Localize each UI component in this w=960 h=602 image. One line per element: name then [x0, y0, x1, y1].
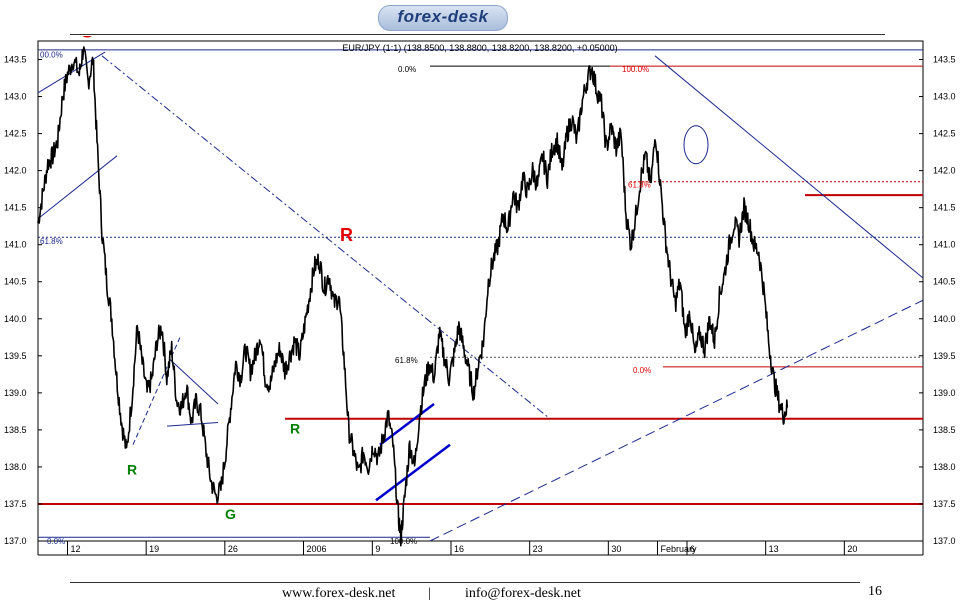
forex-desk-logo: forex-desk: [378, 5, 508, 31]
y-axis-left: 143.5 143.0 142.5 142.0 141.5 141.0 140.5 140.0…: [4, 55, 42, 546]
label-g-bottom: G: [225, 506, 236, 522]
x-tick-label: 12: [71, 544, 81, 554]
fib-label-0-black: 0.0%: [398, 65, 416, 74]
y-tick-label-left: 142.5: [4, 129, 27, 139]
y-tick-label-right: 139.0: [933, 388, 956, 398]
header-divider: [70, 34, 885, 35]
x-tick-label: 23: [533, 544, 543, 554]
y-tick-label-left: 137.5: [4, 499, 27, 509]
x-tick-label: February: [661, 544, 698, 554]
y-tick-label-left: 140.0: [4, 314, 27, 324]
x-tick-label: 2006: [307, 544, 327, 554]
y-tick-label-right: 141.0: [933, 240, 956, 250]
fib-label-100-black: 100.0%: [390, 537, 417, 546]
y-tick-label-right: 140.5: [933, 277, 956, 287]
y-tick-label-left: 137.0: [4, 536, 27, 546]
y-axis-right: 143.5 143.0 142.5 142.0 141.5 141.0 140.5 140.0…: [919, 55, 956, 546]
x-tick-label: 30: [611, 544, 621, 554]
fib-label-61-8-black: 61.8%: [395, 356, 418, 365]
trendline-channel-low: [37, 155, 118, 220]
x-tick-label: 9: [375, 544, 380, 554]
trendline-channel-bold-low: [375, 443, 451, 502]
fib-label-61-8-red: 61.8%: [628, 181, 651, 190]
x-tick-label: 6: [690, 544, 695, 554]
fib-label-100-red: 100.0%: [622, 65, 649, 74]
x-tick-label: 16: [454, 544, 464, 554]
label-r-low-left: R: [127, 461, 137, 477]
y-tick-label-left: 142.0: [4, 166, 27, 176]
plot-border: [37, 40, 924, 542]
y-tick-label-left: 143.0: [4, 92, 27, 102]
y-tick-label-left: 141.0: [4, 240, 27, 250]
trendlines: [37, 51, 924, 542]
y-tick-label-right: 137.0: [933, 536, 956, 546]
y-tick-label-right: 142.5: [933, 129, 956, 139]
trendline-channel-bold-high: [379, 402, 435, 446]
label-r-top: R: [340, 225, 353, 245]
y-tick-label-right: 141.5: [933, 203, 956, 213]
y-tick-label-right: 137.5: [933, 499, 956, 509]
trendline-descending-solid: [654, 55, 924, 279]
x-tick-label: 20: [847, 544, 857, 554]
x-tick-label: 13: [769, 544, 779, 554]
y-tick-label-right: 138.0: [933, 462, 956, 472]
eurjpy-price-line: [37, 46, 789, 547]
y-tick-label-right: 143.5: [933, 55, 956, 65]
trendline-wedge-top: [169, 359, 219, 405]
horizontal-levels: [38, 49, 923, 538]
fib-label-00: 00.0%: [40, 50, 63, 59]
fib-label-0-blue-bottom: 0.0%: [47, 537, 65, 546]
y-tick-label-left: 138.5: [4, 425, 27, 435]
x-tick-label: 19: [149, 544, 159, 554]
chart-title: EUR/JPY (1:1) (138.8500, 138.8800, 138.8…: [342, 43, 617, 53]
y-tick-label-left: 139.5: [4, 351, 27, 361]
price-series: [37, 46, 789, 547]
y-tick-label-left: 140.5: [4, 277, 27, 287]
y-tick-label-left: 141.5: [4, 203, 27, 213]
highlight-ellipse: [683, 125, 709, 165]
y-tick-label-right: 140.0: [933, 314, 956, 324]
trendline-ascending-dashed: [429, 299, 924, 542]
trendline-descending-dashed: [101, 55, 551, 420]
chart-frame: [37, 40, 924, 556]
y-tick-label-right: 138.5: [933, 425, 956, 435]
footer-email-link[interactable]: info@forex-desk.net: [465, 586, 581, 601]
y-tick-label-left: 138.0: [4, 462, 27, 472]
page-number: 16: [868, 584, 882, 599]
fib-label-61-8-blue: 61.8%: [40, 237, 63, 246]
logo-text: forex-desk: [397, 7, 489, 26]
footer-divider: [70, 582, 860, 583]
y-tick-label-right: 142.0: [933, 166, 956, 176]
y-tick-label-left: 139.0: [4, 388, 27, 398]
footer-separator: |: [428, 586, 431, 601]
trendline-dashed-up-small: [132, 337, 181, 445]
x-tick-label: 26: [228, 544, 238, 554]
y-tick-label-right: 139.5: [933, 351, 956, 361]
y-tick-label-right: 143.0: [933, 92, 956, 102]
annotations: G R R G R 00.0% 61.8% 0.0% 0.0% 61.8% 100.0% 100.0%…: [40, 36, 651, 546]
price-chart: 143.5 143.0 142.5 142.0 141.5 141.0 140.5 140.0…: [4, 36, 956, 556]
y-tick-label-left: 143.5: [4, 55, 27, 65]
label-r-mid: R: [290, 421, 300, 437]
trendline-wedge-bottom: [166, 421, 219, 427]
footer-website-link[interactable]: www.forex-desk.net: [282, 586, 396, 601]
label-g-top: G: [80, 36, 94, 41]
fib-label-0-red: 0.0%: [633, 366, 651, 375]
